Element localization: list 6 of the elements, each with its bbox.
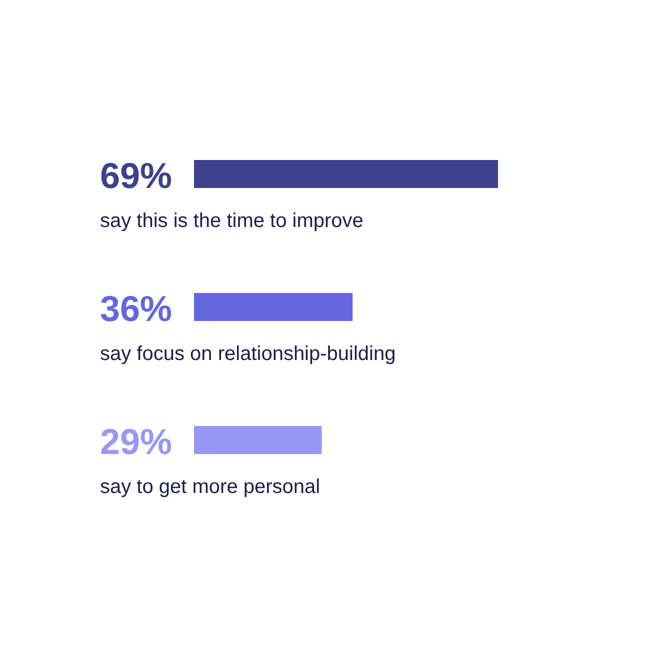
y-tick-label: say to get more personal	[100, 476, 320, 498]
y-tick-label: say focus on relationship-building	[100, 343, 396, 365]
data-label: 36%	[100, 288, 172, 329]
data-label: 29%	[100, 421, 172, 462]
y-tick-label: say this is the time to improve	[100, 210, 364, 232]
data-label: 69%	[100, 155, 172, 196]
